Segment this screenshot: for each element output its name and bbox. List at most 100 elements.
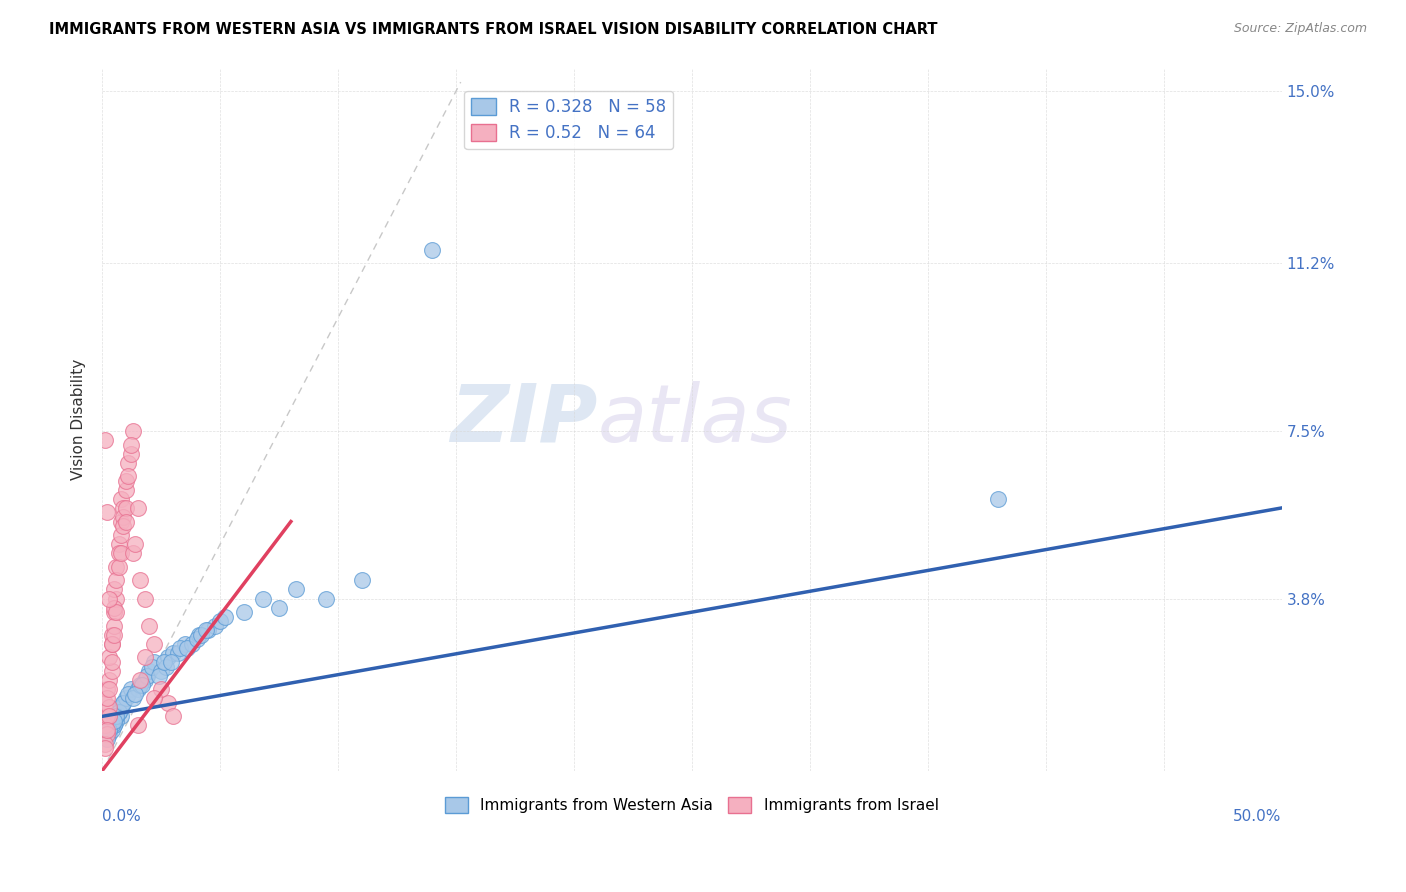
Point: [107, 546, 129, 560]
Point: [100, 723, 122, 737]
Point: [114, 474, 136, 488]
Y-axis label: Vision Disability: Vision Disability: [72, 359, 86, 480]
Point: [190, 628, 212, 642]
Point: [100, 628, 122, 642]
Point: [103, 600, 125, 615]
Point: [131, 678, 153, 692]
Point: [120, 447, 142, 461]
Point: [103, 718, 125, 732]
Point: [103, 618, 125, 632]
Point: [157, 650, 180, 665]
Point: [150, 664, 173, 678]
Point: [127, 718, 149, 732]
Text: Source: ZipAtlas.com: Source: ZipAtlas.com: [1233, 22, 1367, 36]
Point: [105, 709, 128, 723]
Point: [96, 691, 118, 706]
Point: [100, 718, 122, 732]
Point: [122, 546, 145, 560]
Point: [155, 659, 177, 673]
Text: 50.0%: 50.0%: [1233, 809, 1281, 824]
Point: [162, 709, 184, 723]
Point: [93, 433, 115, 447]
Point: [110, 546, 132, 560]
Point: [214, 609, 236, 624]
Point: [110, 700, 132, 714]
Point: [96, 682, 118, 697]
Point: [197, 624, 219, 638]
Point: [100, 637, 122, 651]
Point: [269, 600, 291, 615]
Point: [100, 655, 122, 669]
Point: [114, 691, 136, 706]
Point: [114, 483, 136, 497]
Point: [162, 646, 184, 660]
Point: [204, 618, 226, 632]
Point: [110, 515, 132, 529]
Point: [114, 500, 136, 515]
Point: [127, 500, 149, 515]
Point: [105, 574, 128, 588]
Point: [112, 696, 135, 710]
Point: [112, 519, 135, 533]
Point: [105, 559, 128, 574]
Point: [103, 582, 125, 597]
Point: [93, 718, 115, 732]
Point: [105, 605, 128, 619]
Point: [157, 696, 180, 710]
Point: [105, 714, 128, 728]
Point: [100, 637, 122, 651]
Point: [112, 510, 135, 524]
Point: [103, 628, 125, 642]
Point: [110, 491, 132, 506]
Legend: Immigrants from Western Asia, Immigrants from Israel: Immigrants from Western Asia, Immigrants…: [439, 791, 945, 819]
Point: [103, 605, 125, 619]
Point: [120, 682, 142, 697]
Point: [93, 741, 115, 756]
Point: [117, 469, 139, 483]
Point: [138, 618, 160, 632]
Point: [209, 614, 232, 628]
Text: atlas: atlas: [598, 381, 792, 458]
Point: [422, 243, 444, 257]
Point: [195, 624, 218, 638]
Point: [284, 582, 307, 597]
Point: [350, 574, 373, 588]
Point: [176, 641, 198, 656]
Point: [987, 491, 1010, 506]
Text: ZIP: ZIP: [450, 381, 598, 458]
Point: [136, 668, 159, 682]
Point: [120, 437, 142, 451]
Point: [98, 727, 121, 741]
Point: [103, 714, 125, 728]
Point: [143, 655, 166, 669]
Point: [110, 709, 132, 723]
Point: [117, 456, 139, 470]
Point: [129, 673, 152, 687]
Point: [96, 727, 118, 741]
Point: [252, 591, 274, 606]
Point: [148, 668, 170, 682]
Point: [143, 691, 166, 706]
Point: [134, 673, 156, 687]
Point: [112, 696, 135, 710]
Point: [107, 559, 129, 574]
Point: [93, 696, 115, 710]
Point: [152, 655, 174, 669]
Point: [138, 664, 160, 678]
Point: [141, 659, 163, 673]
Point: [117, 687, 139, 701]
Point: [96, 723, 118, 737]
Point: [110, 528, 132, 542]
Point: [143, 637, 166, 651]
Point: [98, 591, 121, 606]
Point: [107, 705, 129, 719]
Point: [127, 682, 149, 697]
Point: [134, 591, 156, 606]
Point: [122, 424, 145, 438]
Point: [129, 574, 152, 588]
Point: [98, 700, 121, 714]
Point: [107, 705, 129, 719]
Point: [93, 737, 115, 751]
Point: [180, 637, 202, 651]
Point: [186, 632, 208, 647]
